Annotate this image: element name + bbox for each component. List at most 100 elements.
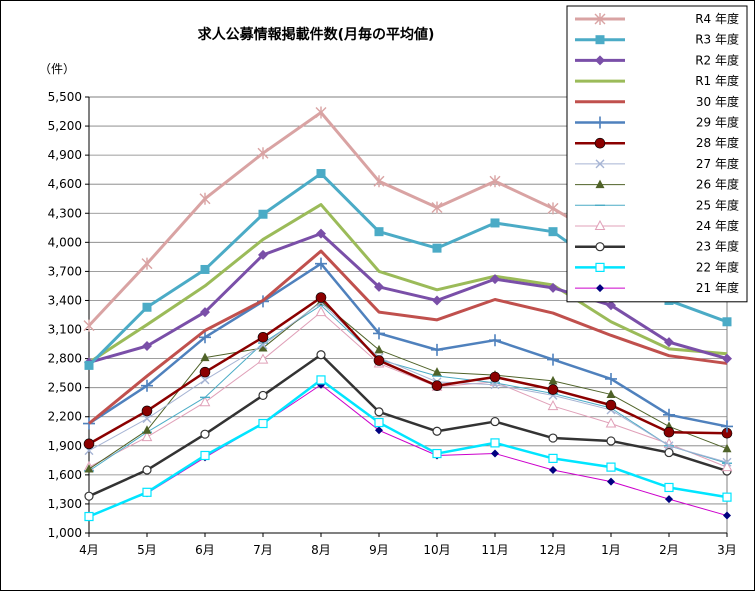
legend-item: 21 年度 xyxy=(575,280,739,295)
legend-label: 27 年度 xyxy=(696,156,739,171)
data-point xyxy=(374,417,384,428)
data-point xyxy=(547,400,559,411)
y-tick-label: 1,600 xyxy=(48,468,82,482)
series-path xyxy=(88,311,728,468)
legend-label: 30 年度 xyxy=(696,94,739,109)
legend: R4 年度 R3 年度 R2 年度 R1 年度 30 年度 29 年度 28 年度 27 年度… xyxy=(566,5,748,303)
legend-item: 22 年度 xyxy=(575,259,739,274)
data-point xyxy=(315,292,327,303)
data-point xyxy=(595,35,605,45)
data-point xyxy=(489,334,501,347)
data-point xyxy=(664,441,674,451)
data-point xyxy=(142,341,152,352)
data-point xyxy=(200,375,210,385)
legend-item: R1 年度 xyxy=(575,73,739,88)
y-tick-label: 4,600 xyxy=(48,177,82,191)
data-point xyxy=(200,429,210,439)
data-point xyxy=(316,350,326,360)
legend-label: 28 年度 xyxy=(696,135,739,150)
data-point xyxy=(594,116,606,129)
data-point xyxy=(142,302,152,312)
data-point xyxy=(663,426,675,438)
data-point xyxy=(595,262,605,272)
data-point xyxy=(722,457,732,467)
data-point xyxy=(374,227,384,237)
data-point xyxy=(200,307,210,318)
data-point xyxy=(142,425,152,434)
data-point xyxy=(316,228,326,239)
data-point xyxy=(594,219,606,230)
y-tick-label: 2,500 xyxy=(48,381,82,395)
data-point xyxy=(489,371,501,383)
data-point xyxy=(432,426,442,436)
data-point xyxy=(199,331,211,344)
legend-item: R4 年度 xyxy=(575,11,739,26)
data-point xyxy=(595,179,605,189)
data-point xyxy=(548,282,558,293)
data-point xyxy=(374,407,384,417)
data-point xyxy=(258,249,268,260)
data-point xyxy=(315,306,327,317)
legend-item: 25 年度 xyxy=(575,197,739,212)
x-tick-label: 7月 xyxy=(253,543,273,557)
data-point xyxy=(200,450,210,461)
data-point xyxy=(606,389,616,398)
y-tick-label: 3,700 xyxy=(48,264,82,278)
data-point xyxy=(84,464,94,473)
data-point xyxy=(489,175,501,188)
x-tick-label: 12月 xyxy=(539,543,566,557)
data-point xyxy=(141,405,153,417)
data-point xyxy=(723,511,731,520)
series-line xyxy=(88,249,728,425)
data-point xyxy=(490,218,500,228)
data-point xyxy=(373,175,385,188)
data-point xyxy=(594,137,606,149)
chart-title: 求人公募情報掲載件数(月毎の平均値) xyxy=(198,26,435,43)
data-point xyxy=(258,342,268,352)
data-point xyxy=(141,431,153,442)
x-tick-label: 4月 xyxy=(79,543,99,557)
y-tick-label: 1,900 xyxy=(48,439,82,453)
data-point xyxy=(607,477,615,486)
series-path xyxy=(88,304,728,472)
data-point xyxy=(84,511,94,522)
data-point xyxy=(374,281,384,292)
series-path xyxy=(88,296,728,445)
data-point xyxy=(595,55,605,66)
data-point xyxy=(548,227,558,237)
y-tick-label: 4,900 xyxy=(48,148,82,162)
data-point xyxy=(258,340,268,350)
data-point xyxy=(596,284,604,293)
data-point xyxy=(594,13,606,25)
data-point xyxy=(83,438,95,450)
data-point xyxy=(142,487,152,497)
series-path xyxy=(88,249,728,425)
data-point xyxy=(373,327,385,340)
legend-label: 25 年度 xyxy=(696,197,739,212)
data-point xyxy=(547,384,559,395)
data-point xyxy=(606,300,616,311)
data-point xyxy=(83,319,95,332)
y-tick-label: 1,300 xyxy=(48,497,82,511)
data-point xyxy=(595,242,605,252)
data-point xyxy=(141,257,153,270)
data-point xyxy=(431,343,443,356)
data-point xyxy=(595,159,605,169)
data-point xyxy=(258,209,268,219)
x-tick-label: 8月 xyxy=(311,543,331,557)
data-point xyxy=(490,274,500,285)
y-tick-label: 5,200 xyxy=(48,119,82,133)
series-path xyxy=(88,262,728,428)
legend-label: 24 年度 xyxy=(696,218,739,233)
data-point xyxy=(605,417,617,428)
data-point xyxy=(547,353,559,366)
data-point xyxy=(315,106,327,119)
data-point xyxy=(549,466,557,475)
legend-box xyxy=(566,5,748,303)
data-point xyxy=(548,453,558,463)
legend-item: 24 年度 xyxy=(575,218,739,233)
data-point xyxy=(315,257,327,270)
x-tick-label: 11月 xyxy=(481,543,508,557)
